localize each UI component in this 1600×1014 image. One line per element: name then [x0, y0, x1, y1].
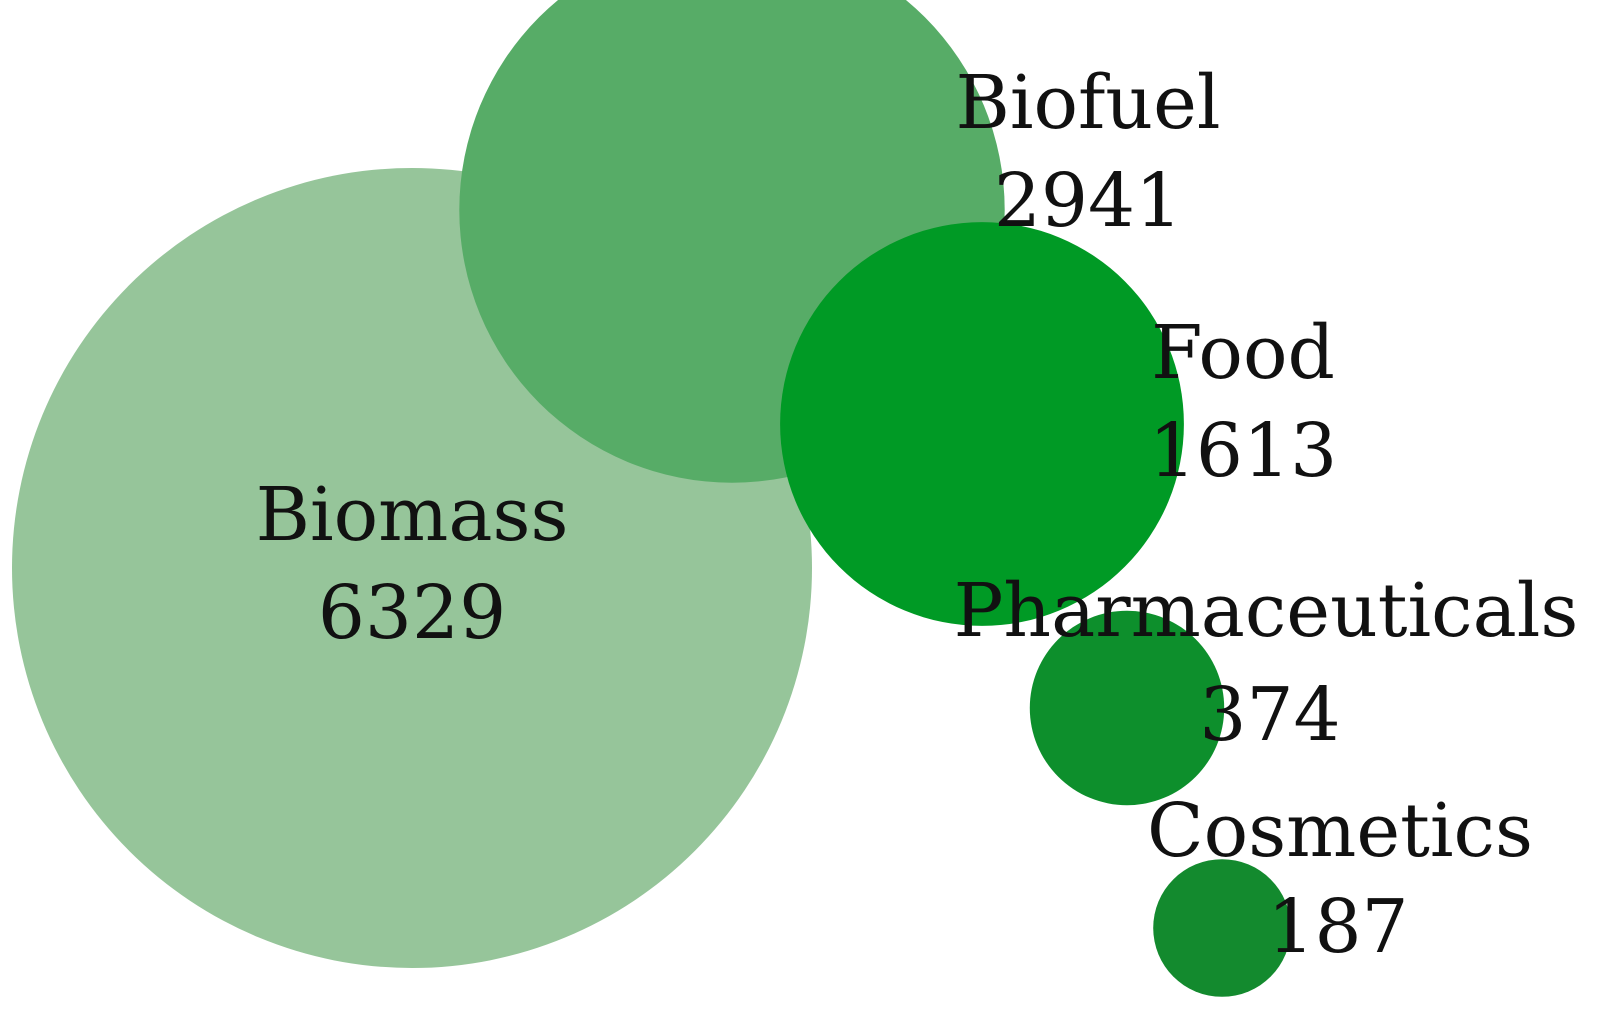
bubble-pharmaceuticals: [1029, 610, 1225, 806]
value-food: 1613: [1149, 408, 1337, 494]
value-cosmetics: 187: [1267, 884, 1408, 970]
label-food: Food: [1151, 310, 1335, 396]
value-biofuel: 2941: [994, 158, 1182, 244]
label-biomass: Biomass: [256, 472, 569, 558]
label-pharmaceuticals: Pharmaceuticals: [954, 568, 1579, 654]
bubble-cosmetics: [1153, 859, 1291, 997]
label-cosmetics: Cosmetics: [1147, 788, 1533, 874]
bubble-food: [780, 222, 1184, 626]
value-pharmaceuticals: 374: [1199, 672, 1340, 758]
value-biomass: 6329: [318, 570, 506, 656]
label-biofuel: Biofuel: [955, 60, 1220, 146]
